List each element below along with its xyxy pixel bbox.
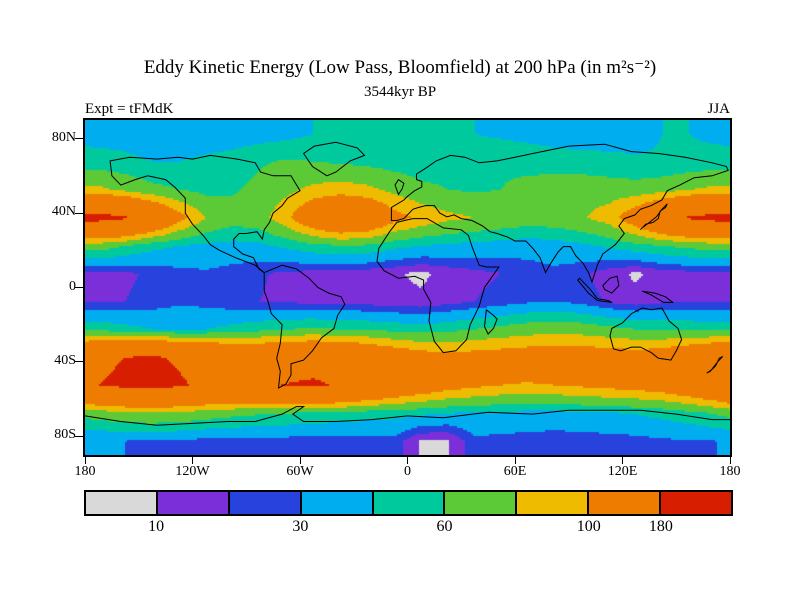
colorbar-label-30: 30: [292, 518, 309, 535]
lon-axis-tick: [407, 457, 408, 464]
eke-field-canvas: [85, 120, 730, 455]
colorbar-label-180: 180: [648, 518, 673, 535]
lat-axis-tick: [75, 435, 83, 437]
colorbar: [84, 490, 733, 516]
lon-axis-tick: [84, 457, 86, 464]
lon-tick-label: 60E: [503, 464, 527, 479]
colorbar-cell-4: [373, 492, 446, 514]
lon-tick-label: 120W: [175, 464, 210, 479]
colorbar-cell-0: [86, 492, 158, 514]
lon-axis-tick: [299, 457, 301, 464]
lon-tick-label: 180: [74, 464, 96, 479]
experiment-label: Expt = tFMdK: [85, 101, 174, 117]
colorbar-cell-6: [517, 492, 590, 514]
lon-axis-tick: [729, 457, 731, 464]
colorbar-label-10: 10: [148, 518, 165, 535]
lat-axis-tick: [75, 361, 83, 363]
colorbar-cell-1: [157, 492, 230, 514]
chart-subtitle: 3544kyr BP: [363, 84, 437, 100]
lon-axis-tick: [192, 457, 193, 464]
lat-tick-label: 80N: [51, 129, 76, 145]
lat-axis-tick: [75, 287, 83, 288]
lat-tick-label: 40S: [54, 352, 76, 368]
colorbar-label-100: 100: [576, 518, 601, 535]
chart-title: Eddy Kinetic Energy (Low Pass, Bloomfiel…: [143, 57, 657, 78]
lat-tick-label: 80S: [54, 427, 76, 443]
lat-axis-tick: [75, 212, 83, 214]
colorbar-cell-8: [661, 492, 732, 514]
lat-tick-label: 40N: [51, 204, 76, 220]
lon-tick-label: 120E: [607, 464, 638, 479]
lat-axis-tick: [75, 138, 83, 140]
lon-tick-label: 0: [404, 464, 411, 479]
season-label: JJA: [707, 101, 730, 117]
colorbar-cell-5: [445, 492, 518, 514]
map-plot-area: [83, 118, 732, 457]
lon-tick-label: 60W: [286, 464, 314, 479]
lat-tick-label: 0: [69, 278, 76, 294]
colorbar-label-60: 60: [436, 518, 453, 535]
lon-axis-tick: [622, 457, 623, 464]
colorbar-cell-3: [301, 492, 374, 514]
colorbar-cell-2: [229, 492, 302, 514]
lon-axis-tick: [514, 457, 516, 464]
lon-tick-label: 180: [719, 464, 741, 479]
colorbar-cell-7: [589, 492, 662, 514]
colorbar-labels: 10 30 60 100 180: [84, 518, 733, 540]
